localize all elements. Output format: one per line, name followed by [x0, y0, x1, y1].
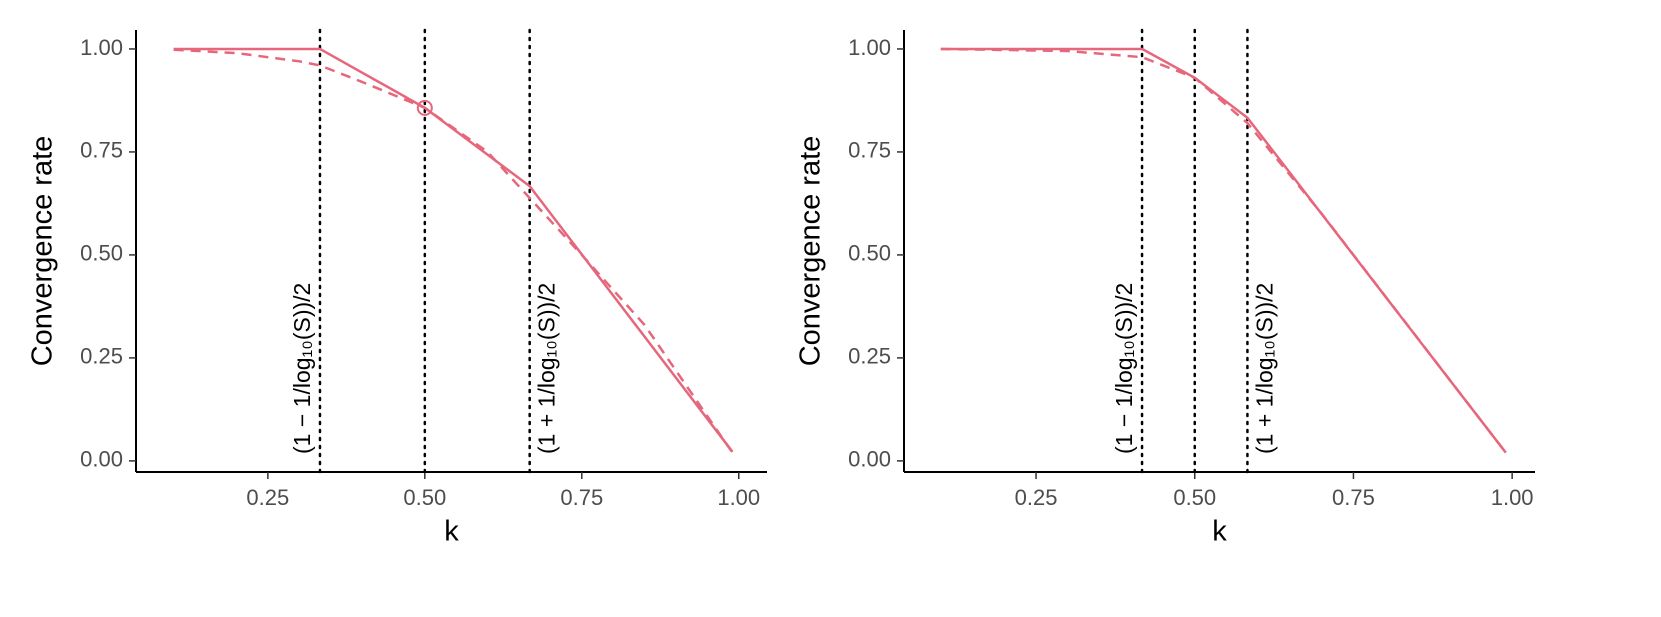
line — [940, 47, 1507, 454]
x-tick-label: 0.50 — [403, 485, 446, 510]
y-tick-label: 0.50 — [848, 241, 891, 266]
highlight-point — [416, 99, 433, 116]
reference-label: (1 + 1/log₁₀(S))/2 — [534, 283, 560, 454]
x-tick-label: 1.00 — [717, 485, 760, 510]
line — [173, 48, 734, 454]
x-axis-title: k — [444, 516, 459, 548]
y-tick-label: 0.00 — [80, 447, 123, 472]
reference-label: (1 − 1/log₁₀(S))/2 — [1111, 283, 1137, 454]
y-axis-title: Convergence rate — [795, 136, 827, 367]
y-tick-label: 1.00 — [80, 35, 123, 60]
y-tick-label: 0.25 — [80, 344, 123, 369]
line — [940, 47, 1507, 454]
reference-label: (1 + 1/log₁₀(S))/2 — [1252, 283, 1278, 454]
y-tick-label: 0.25 — [848, 344, 891, 369]
line — [173, 47, 734, 453]
y-tick-label: 0.75 — [848, 138, 891, 163]
y-tick-label: 1.00 — [848, 35, 891, 60]
y-tick-label: 0.50 — [80, 241, 123, 266]
x-tick-label: 1.00 — [1491, 485, 1534, 510]
y-tick-label: 0.75 — [80, 138, 123, 163]
y-tick-label: 0.00 — [848, 447, 891, 472]
reference-label: (1 − 1/log₁₀(S))/2 — [289, 283, 315, 454]
x-tick-label: 0.75 — [1332, 485, 1375, 510]
x-tick-label: 0.50 — [1173, 485, 1216, 510]
x-axis-title: k — [1212, 516, 1227, 548]
x-tick-label: 0.25 — [246, 485, 289, 510]
x-tick-label: 0.75 — [560, 485, 603, 510]
x-tick-label: 0.25 — [1015, 485, 1058, 510]
y-axis-title: Convergence rate — [27, 136, 59, 367]
